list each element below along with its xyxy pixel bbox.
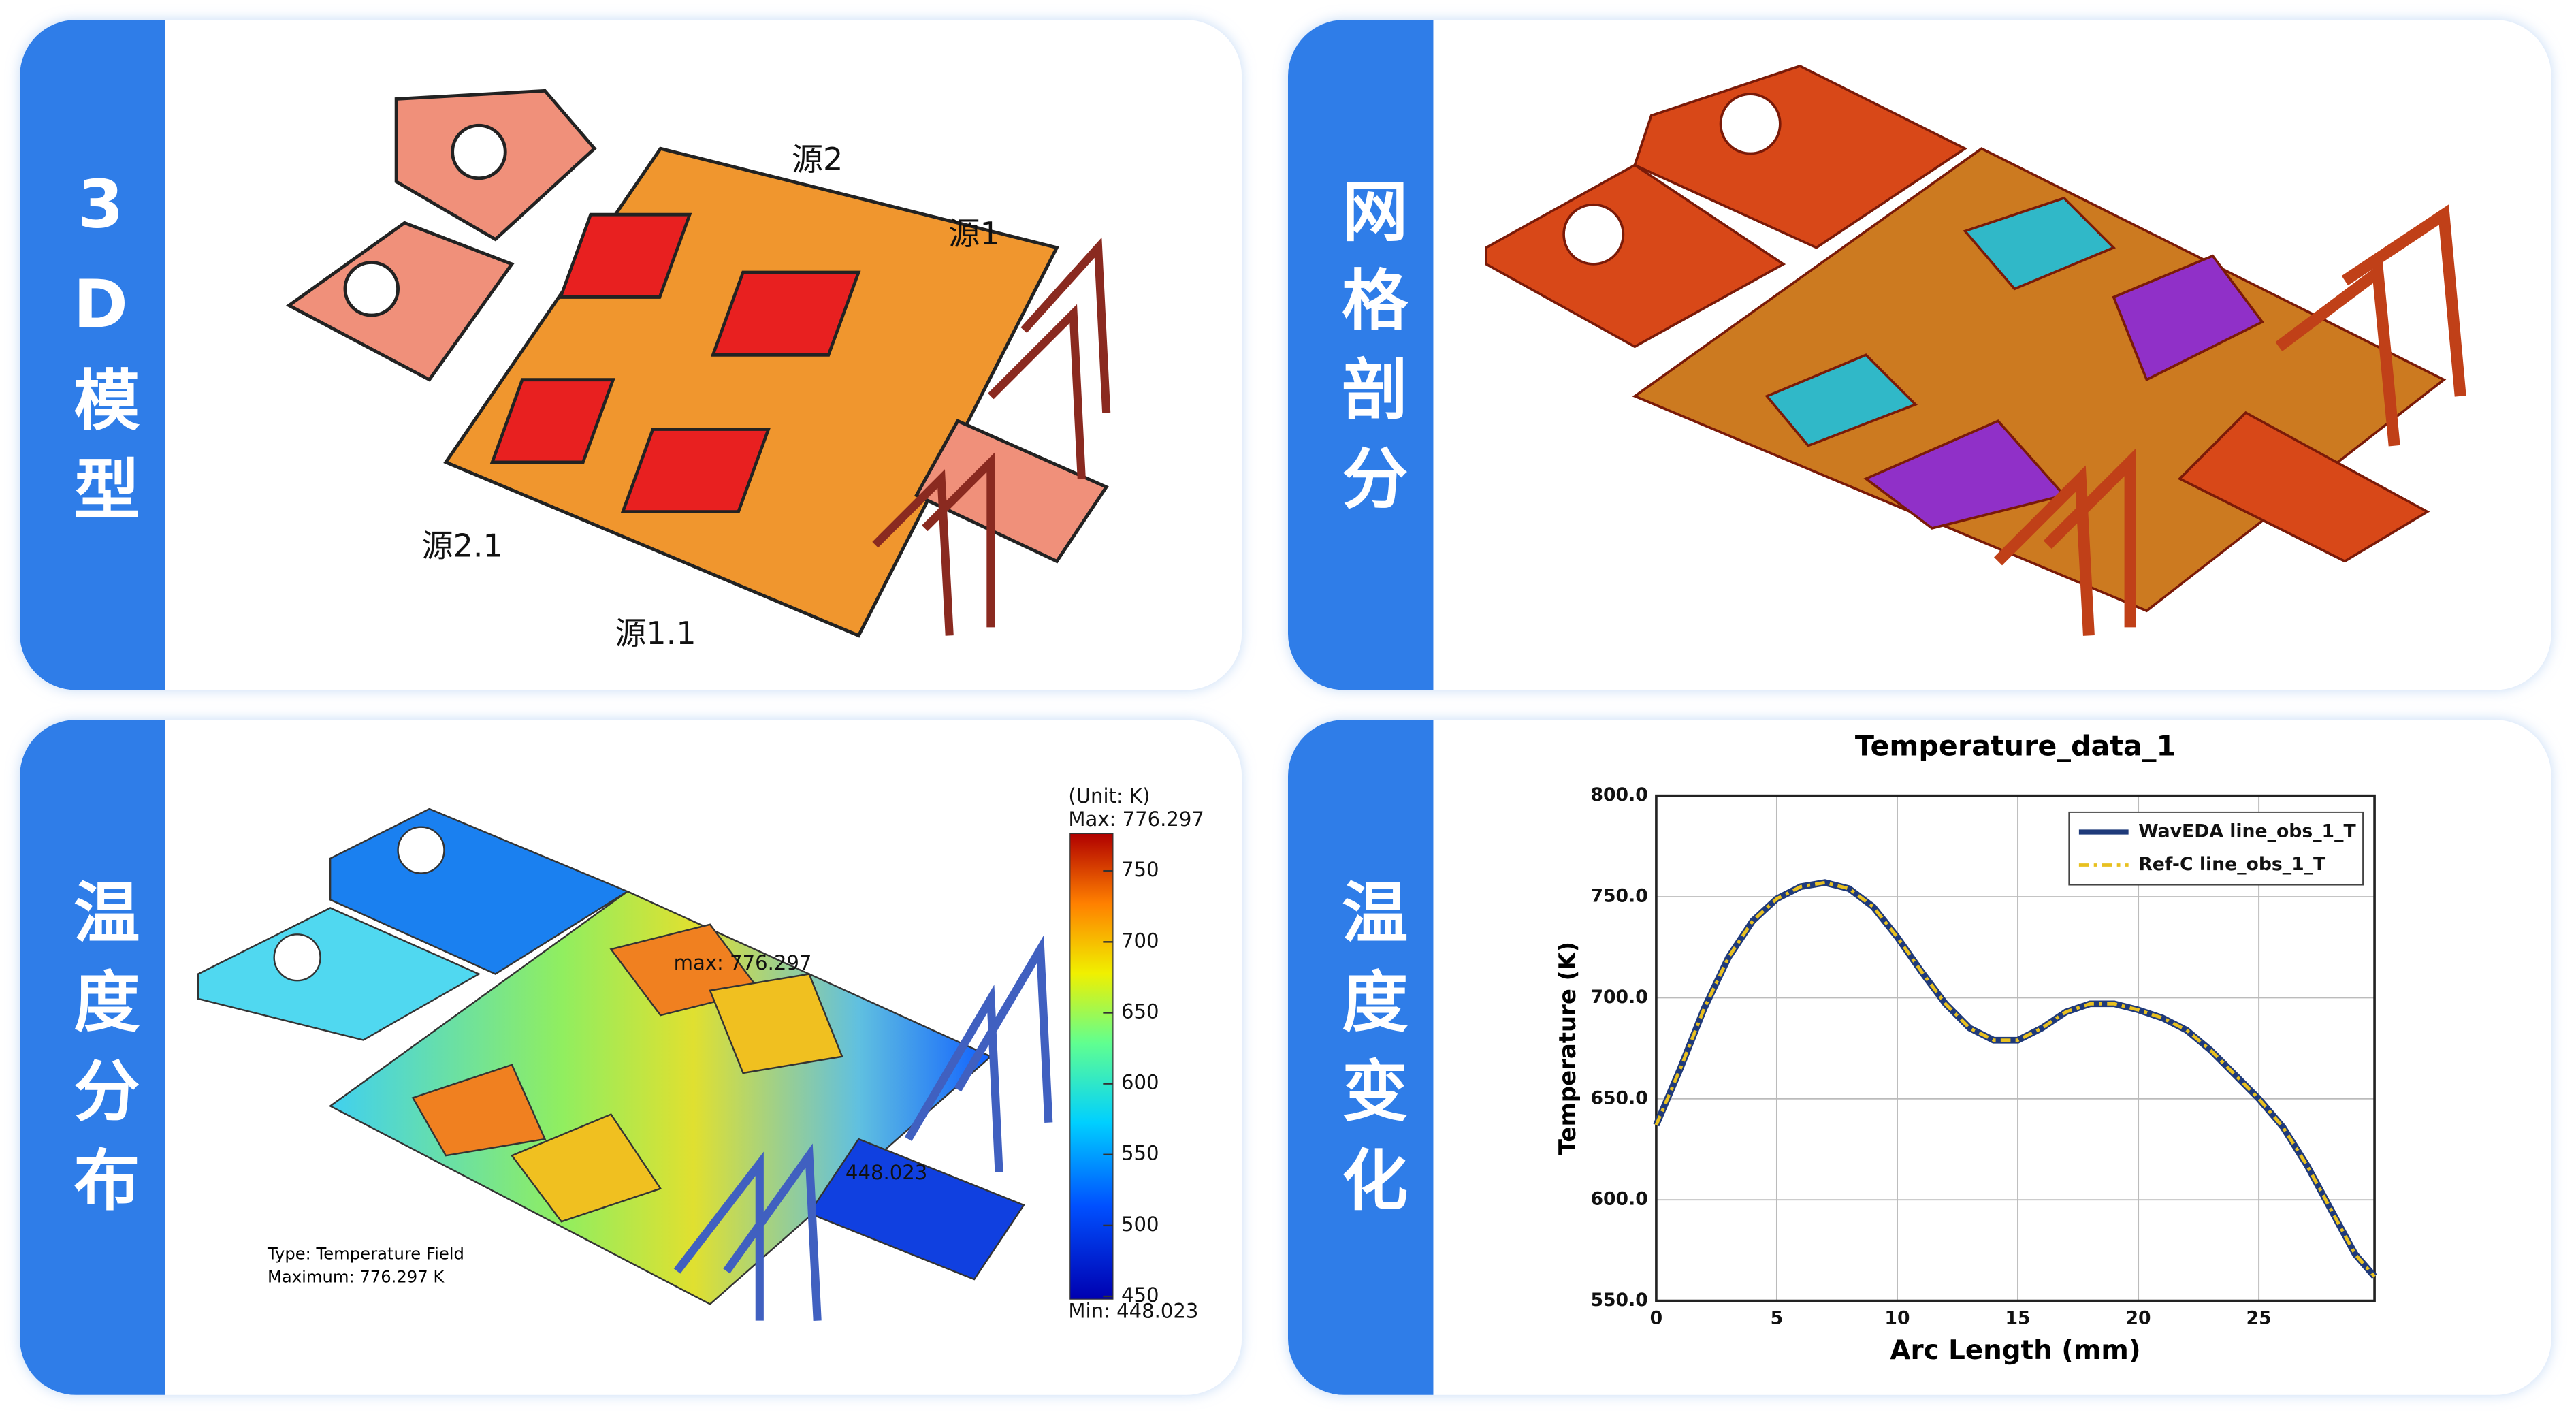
colorbar-tick-label: 500	[1121, 1213, 1159, 1236]
panel-label: 温度分布	[62, 878, 140, 1235]
colorbar-unit: (Unit: K)	[1068, 784, 1150, 808]
x-tick-label: 5	[1771, 1308, 1784, 1329]
plot-frame	[1655, 794, 2376, 1302]
annotation: 源2	[792, 141, 843, 178]
panel-label: 网格剖分	[1330, 176, 1408, 533]
legend-box	[2068, 811, 2364, 886]
colorbar-ticks: 750 700 650 600 550 500 450	[1103, 858, 1159, 1307]
y-tick-label: 750.0	[1590, 886, 1647, 907]
colorbar-tick-label: 450	[1121, 1283, 1159, 1307]
y-tick-label: 550.0	[1590, 1290, 1647, 1311]
chart-title: Temperature_data_1	[1855, 729, 2176, 762]
x-axis-label: Arc Length (mm)	[1890, 1335, 2140, 1366]
x-tick-label: 10	[1884, 1308, 1910, 1329]
series-line	[1654, 880, 2376, 1278]
annotation: 源1	[948, 215, 999, 252]
x-tick-label: 0	[1650, 1308, 1663, 1329]
colorbar-tick-label: 650	[1121, 1000, 1159, 1023]
annotation: Maximum: 776.297 K	[268, 1267, 445, 1287]
thermal-model	[197, 808, 1053, 1321]
colorbar-tick-label: 700	[1121, 929, 1159, 952]
annotation: 源2.1	[422, 527, 503, 564]
colorbar-tick-label: 550	[1121, 1142, 1159, 1165]
colorbar-tick-label: 750	[1121, 858, 1159, 881]
annotation: max: 776.297	[674, 951, 812, 974]
annotation: 448.023	[846, 1161, 927, 1184]
annotation: 源1.1	[615, 615, 696, 652]
panel-label: 3D模型	[62, 165, 139, 544]
x-tick-label: 15	[2005, 1308, 2030, 1329]
legend-label: WavEDA line_obs_1_T	[2138, 820, 2356, 842]
line-chart: Temperature_data_1 Arc Length (mm) Tempera…	[1554, 729, 2377, 1366]
x-tick-label: 25	[2247, 1308, 2272, 1329]
y-tick-label: 600.0	[1590, 1189, 1647, 1210]
y-axis-label: Temperature (K)	[1554, 942, 1581, 1155]
colorbar-max: Max: 776.297	[1068, 808, 1204, 831]
annotation: Type: Temperature Field	[267, 1244, 464, 1264]
panel-label: 温度变化	[1330, 878, 1407, 1235]
y-tick-label: 800.0	[1590, 784, 1647, 805]
colorbar-min: Min: 448.023	[1068, 1300, 1198, 1323]
y-tick-label: 700.0	[1590, 987, 1647, 1008]
x-tick-label: 20	[2126, 1308, 2151, 1329]
mesh-model	[1485, 65, 2466, 636]
colorbar	[1069, 833, 1114, 1300]
colorbar-tick-label: 600	[1121, 1071, 1159, 1094]
y-tick-label: 650.0	[1590, 1087, 1647, 1108]
model-3d	[285, 89, 1111, 638]
legend-label: Ref-C line_obs_1_T	[2138, 854, 2326, 875]
